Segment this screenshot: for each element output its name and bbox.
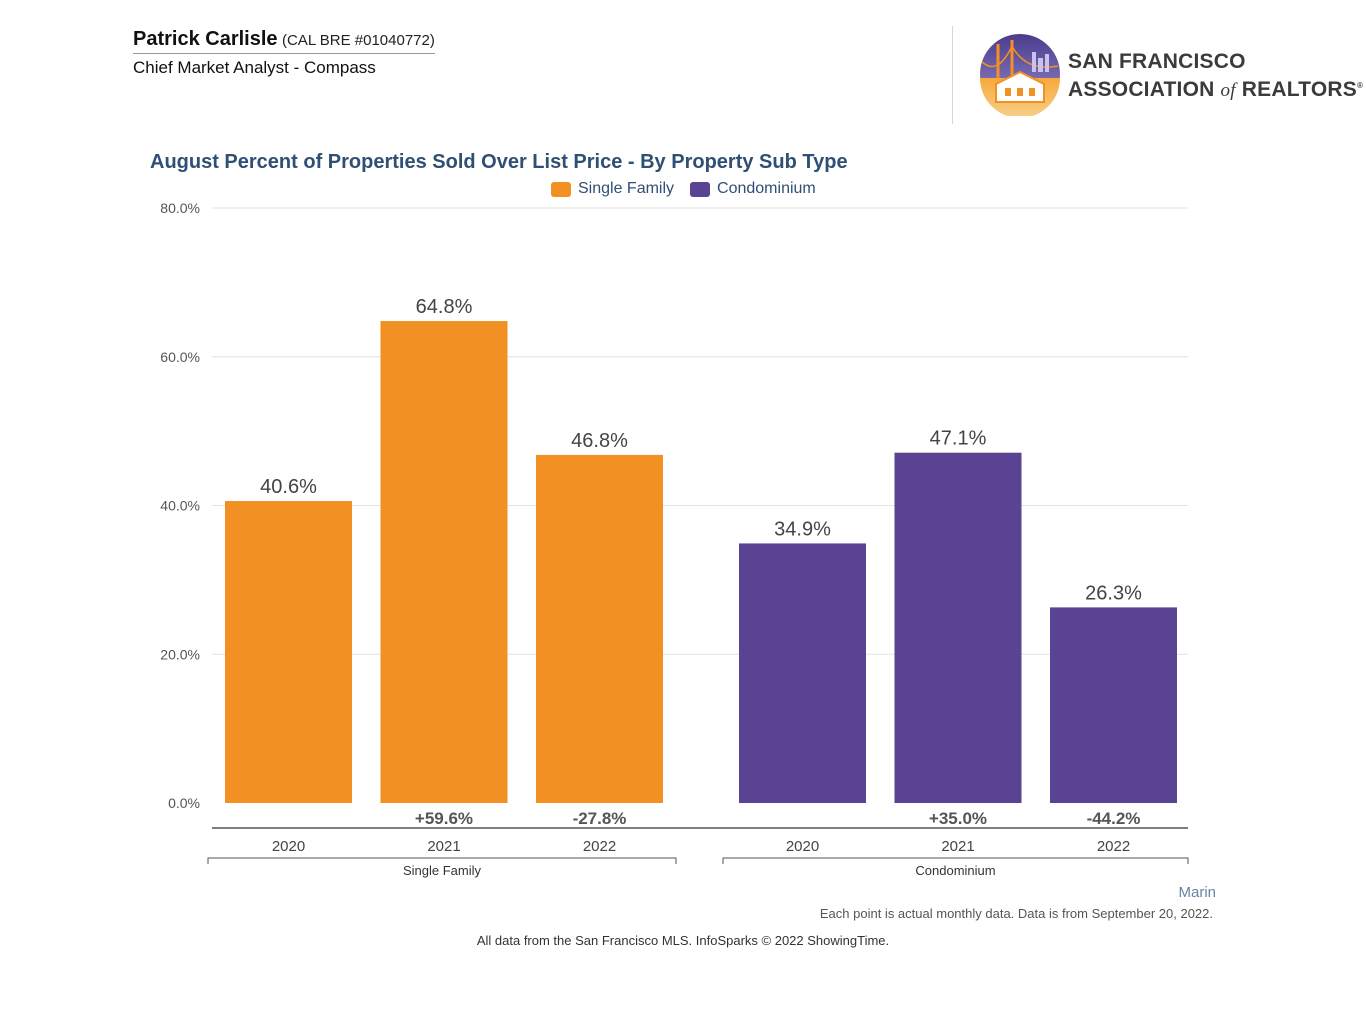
header-divider xyxy=(952,26,953,124)
author-role: Chief Market Analyst - Compass xyxy=(133,58,376,77)
bar xyxy=(225,501,352,803)
group-label: Single Family xyxy=(403,863,482,878)
y-tick-label: 20.0% xyxy=(160,646,200,662)
legend-label-condominium: Condominium xyxy=(717,180,816,197)
data-label: 40.6% xyxy=(260,476,317,498)
logo-registered: ® xyxy=(1356,81,1364,90)
region-label: Marin xyxy=(1178,884,1216,901)
data-label: 34.9% xyxy=(774,518,831,540)
data-note: Each point is actual monthly data. Data … xyxy=(819,906,1213,921)
bar xyxy=(739,543,866,803)
group-bracket xyxy=(722,857,1189,864)
chart-legend: Single Family Condominium xyxy=(551,180,832,198)
change-label: -44.2% xyxy=(1087,809,1141,828)
association-logo-text: SAN FRANCISCO ASSOCIATION of REALTORS® xyxy=(1068,50,1363,103)
legend-item-single-family[interactable]: Single Family xyxy=(551,180,674,198)
logo-line-1: SAN FRANCISCO xyxy=(1068,50,1246,73)
logo-association: ASSOCIATION xyxy=(1068,78,1215,101)
x-tick-label: 2022 xyxy=(1097,838,1130,855)
legend-item-condominium[interactable]: Condominium xyxy=(690,180,816,198)
legend-label-single-family: Single Family xyxy=(578,180,675,197)
legend-swatch-condominium xyxy=(690,181,711,197)
y-tick-label: 80.0% xyxy=(160,200,200,216)
data-label: 64.8% xyxy=(416,296,473,318)
y-tick-label: 0.0% xyxy=(168,795,200,811)
x-tick-label: 2020 xyxy=(786,838,819,855)
y-tick-label: 40.0% xyxy=(160,498,200,514)
change-label: -27.8% xyxy=(573,809,627,828)
y-tick-label: 60.0% xyxy=(160,349,200,365)
group-bracket xyxy=(207,857,677,864)
x-tick-label: 2020 xyxy=(272,838,305,855)
x-tick-label: 2022 xyxy=(583,838,616,855)
bar xyxy=(380,321,508,803)
author-line: Patrick Carlisle (CAL BRE #01040772) xyxy=(133,28,435,54)
logo-of: of xyxy=(1220,80,1236,101)
data-source: All data from the San Francisco MLS. Inf… xyxy=(476,933,890,948)
change-label: +35.0% xyxy=(929,809,987,828)
data-label: 46.8% xyxy=(571,430,628,452)
association-logo-icon xyxy=(980,34,1060,116)
x-tick-label: 2021 xyxy=(941,838,974,855)
author-name: Patrick Carlisle xyxy=(133,28,278,50)
logo-line-2: ASSOCIATION of REALTORS® xyxy=(1068,74,1363,103)
logo-realtors: REALTORS xyxy=(1241,78,1357,101)
author-license: (CAL BRE #01040772) xyxy=(281,32,435,49)
chart-title: August Percent of Properties Sold Over L… xyxy=(150,151,848,173)
bar xyxy=(1050,607,1177,803)
group-label: Condominium xyxy=(915,863,995,878)
x-tick-label: 2021 xyxy=(427,838,460,855)
change-label: +59.6% xyxy=(415,809,473,828)
data-label: 47.1% xyxy=(930,428,987,450)
data-label: 26.3% xyxy=(1085,582,1142,604)
bar xyxy=(536,454,663,803)
bar xyxy=(894,452,1022,803)
author-block: Patrick Carlisle (CAL BRE #01040772) Chi… xyxy=(133,28,435,78)
legend-swatch-single-family xyxy=(551,181,571,197)
